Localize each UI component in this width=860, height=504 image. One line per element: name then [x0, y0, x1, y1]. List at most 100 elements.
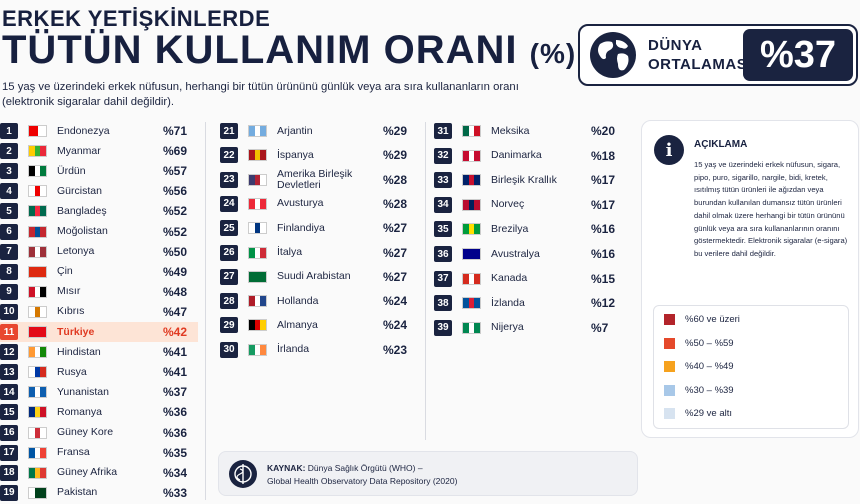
flag-icon — [28, 366, 47, 379]
flag-icon — [28, 145, 47, 158]
country-value: %71 — [163, 124, 188, 138]
rank-badge: 23 — [220, 171, 238, 188]
country-name: Nijerya — [491, 321, 524, 334]
flag-icon — [28, 185, 47, 198]
country-value: %18 — [591, 148, 616, 163]
country-row: 32 Danimarka %18 — [434, 146, 634, 166]
flag-icon — [248, 149, 267, 162]
flag-icon — [28, 406, 47, 419]
country-row: 39 Nijerya %7 — [434, 318, 634, 338]
flag-icon — [462, 272, 481, 285]
country-value: %36 — [163, 425, 188, 440]
legend-label: %29 ve altı — [685, 408, 732, 419]
country-value: %57 — [163, 164, 188, 179]
country-value: %56 — [163, 184, 188, 199]
legend-item: %40 – %49 — [664, 361, 734, 372]
rank-badge: 38 — [434, 295, 452, 312]
country-row: 8 Çin %49 — [0, 262, 198, 282]
country-value: %7 — [591, 320, 609, 335]
legend-swatch — [664, 337, 675, 349]
country-name: Meksika — [491, 124, 530, 137]
rank-badge: 32 — [434, 147, 452, 164]
rank-badge: 27 — [220, 268, 238, 285]
country-value: %24 — [383, 318, 408, 333]
flag-icon — [248, 343, 267, 356]
country-value: %15 — [591, 271, 616, 286]
rank-badge: 9 — [0, 283, 18, 300]
rank-badge: 28 — [220, 293, 238, 310]
rank-badge: 15 — [0, 404, 18, 421]
country-row: 3 Ürdün %57 — [0, 161, 198, 181]
flag-icon — [28, 326, 47, 338]
rank-badge: 13 — [0, 364, 18, 381]
country-name: Hindistan — [57, 345, 101, 358]
country-value: %29 — [383, 148, 408, 163]
country-value: %17 — [591, 197, 616, 212]
country-name: Romanya — [57, 405, 102, 418]
country-row: 25 Finlandiya %27 — [220, 218, 420, 238]
flag-icon — [28, 446, 47, 459]
page-title: TÜTÜN KULLANIM ORANI (%) — [2, 28, 576, 73]
country-name: Norveç — [491, 198, 525, 211]
legend-swatch — [664, 314, 675, 325]
flag-icon — [28, 125, 47, 137]
rank-badge: 34 — [434, 196, 452, 213]
country-name: Almanya — [277, 318, 318, 331]
flag-icon — [28, 265, 47, 278]
rank-badge: 21 — [220, 123, 238, 139]
rank-badge: 12 — [0, 344, 18, 361]
flag-icon — [248, 125, 267, 137]
source-label: KAYNAK: — [267, 463, 306, 473]
country-value: %37 — [163, 385, 188, 400]
title-pct: (%) — [529, 38, 577, 69]
country-value: %29 — [383, 124, 408, 138]
flag-icon — [462, 174, 481, 187]
country-row: 17 Fransa %35 — [0, 443, 198, 463]
country-row: 27 Suudi Arabistan %27 — [220, 267, 420, 287]
country-row: 9 Mısır %48 — [0, 282, 198, 302]
rank-badge: 11 — [0, 324, 18, 340]
country-value: %69 — [163, 144, 188, 159]
country-value: %12 — [591, 296, 616, 311]
country-value: %27 — [383, 221, 408, 236]
source-line1: Dünya Sağlık Örgütü (WHO) – — [307, 463, 423, 473]
country-name: Mısır — [57, 285, 81, 298]
country-row: 16 Güney Kore %36 — [0, 423, 198, 443]
country-row: 26 İtalya %27 — [220, 243, 420, 263]
country-row: 31 Meksika %20 — [434, 121, 634, 141]
country-value: %42 — [163, 325, 188, 339]
country-name: Kanada — [491, 272, 528, 285]
country-row: 10 Kıbrıs %47 — [0, 302, 198, 322]
flag-icon — [462, 198, 481, 211]
country-value: %24 — [383, 294, 408, 309]
source-box: KAYNAK: Dünya Sağlık Örgütü (WHO) – Glob… — [218, 451, 638, 496]
country-value: %48 — [163, 284, 188, 299]
country-row: 18 Güney Afrika %34 — [0, 463, 198, 483]
country-row: 30 İrlanda %23 — [220, 340, 420, 360]
rank-badge: 2 — [0, 143, 18, 160]
flag-icon — [28, 225, 47, 238]
country-name: İtalya — [277, 246, 303, 258]
legend-item: %50 – %59 — [664, 337, 734, 349]
country-name: Letonya — [57, 245, 95, 258]
who-logo-icon — [229, 460, 257, 488]
country-row: 22 İspanya %29 — [220, 145, 420, 165]
rank-badge: 4 — [0, 183, 18, 200]
flag-icon — [28, 245, 47, 258]
country-value: %41 — [163, 365, 188, 380]
rank-badge: 33 — [434, 172, 452, 189]
flag-icon — [28, 305, 47, 318]
flag-icon — [28, 486, 47, 499]
country-value: %49 — [163, 264, 188, 279]
country-row: 6 Moğolistan %52 — [0, 222, 198, 242]
flag-icon — [248, 319, 267, 332]
flag-icon — [248, 197, 267, 210]
country-row: 23 Amerika Birleşik Devletleri %28 — [220, 168, 420, 190]
country-name: Moğolistan — [57, 225, 108, 237]
world-average-label-line2: ORTALAMASI — [648, 56, 752, 73]
country-value: %28 — [383, 172, 408, 187]
country-row: 15 Romanya %36 — [0, 402, 198, 422]
country-name: Ürdün — [57, 164, 86, 177]
rank-badge: 22 — [220, 147, 238, 164]
flag-icon — [462, 149, 481, 162]
